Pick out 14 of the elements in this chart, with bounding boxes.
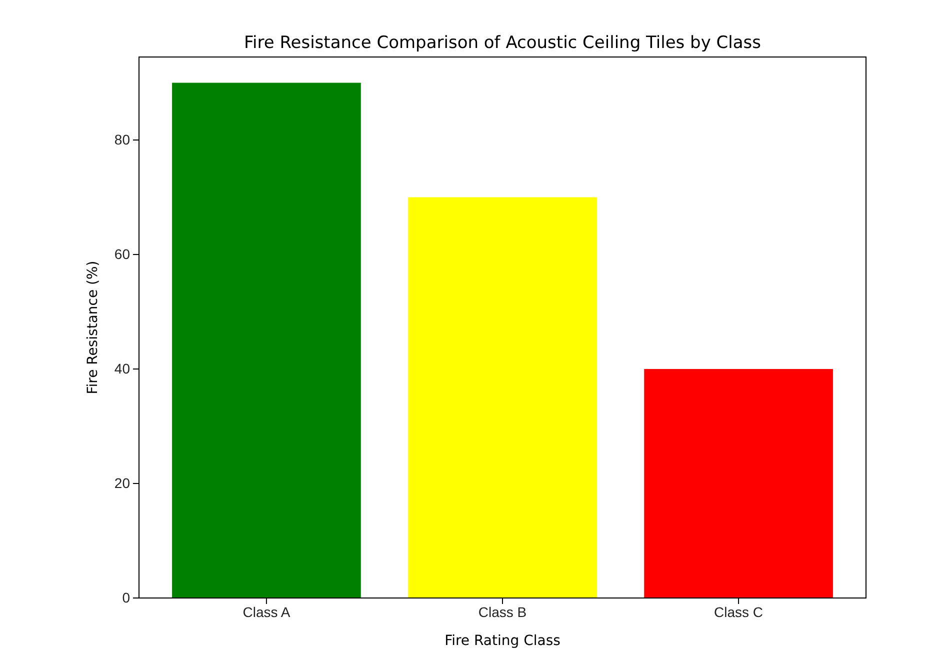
y-tick-label: 0 — [122, 589, 130, 606]
x-tick-label: Class B — [478, 604, 527, 620]
y-tick-label: 20 — [114, 474, 130, 491]
x-axis-title: Fire Rating Class — [444, 633, 560, 649]
bar — [172, 82, 361, 598]
x-tick-label: Class A — [242, 604, 291, 620]
y-axis-title: Fire Resistance (%) — [85, 260, 101, 394]
bar — [408, 197, 597, 598]
x-tick-label: Class C — [714, 604, 764, 620]
bar — [644, 369, 833, 598]
y-tick-label: 80 — [114, 131, 130, 148]
y-tick-label: 60 — [114, 246, 130, 262]
chart-title: Fire Resistance Comparison of Acoustic Ceiling Tiles by Class — [244, 33, 762, 53]
y-tick-label: 40 — [114, 360, 130, 376]
